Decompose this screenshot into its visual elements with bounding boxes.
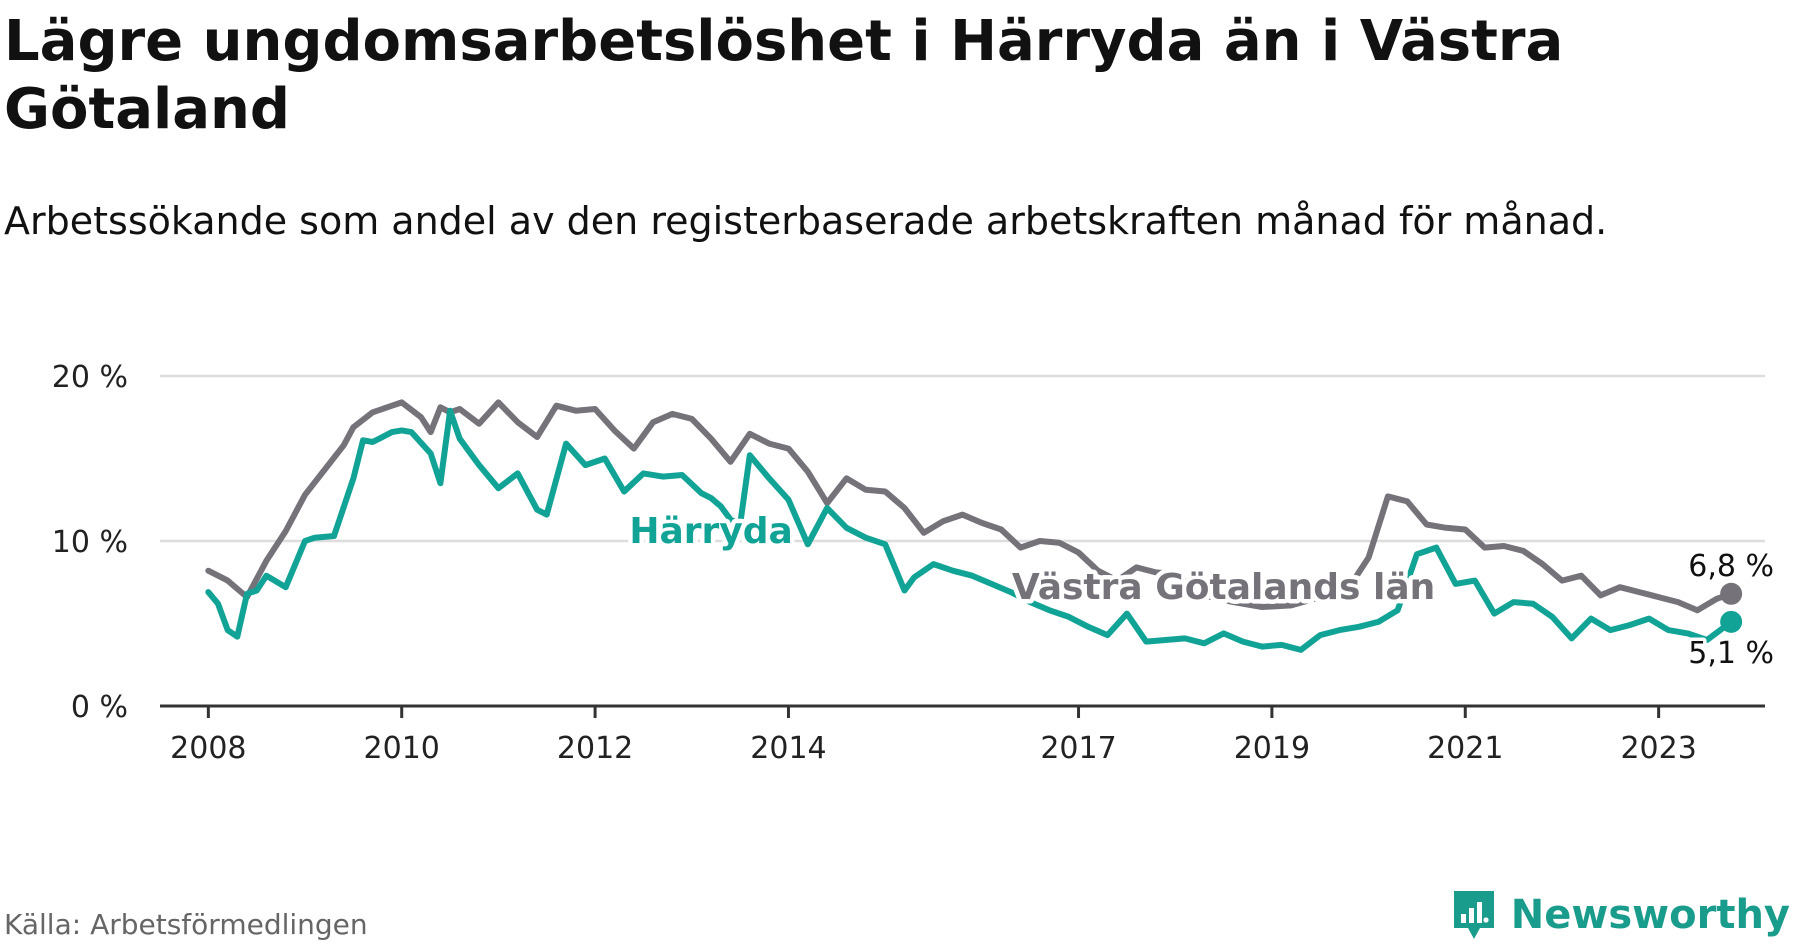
grid-lines bbox=[160, 374, 1765, 708]
y-tick-label: 0 % bbox=[71, 690, 128, 725]
series-label-v-stra-g-talands-l-n: Västra Götalands län bbox=[1012, 567, 1435, 608]
series-line-v-stra-g-talands-l-n bbox=[205, 399, 1735, 614]
end-value-label-v-stra-g-talands-l-n: 6,8 % bbox=[1688, 549, 1774, 584]
x-tick-label: 2017 bbox=[1040, 731, 1116, 766]
series-line-h-rryda bbox=[205, 407, 1735, 653]
x-tick-label: 2019 bbox=[1234, 731, 1310, 766]
x-axis-ticks: 2008 2010 2012 2014 2017 2019 2021 2023 bbox=[170, 706, 1697, 766]
chart-title: Lägre ungdomsarbetslöshet i Härryda än i… bbox=[4, 9, 1564, 142]
x-tick-label: 2014 bbox=[750, 731, 826, 766]
series-labels: Härryda Västra Götalands län 6,8 % 5,1 % bbox=[625, 507, 1778, 675]
x-tick-label: 2021 bbox=[1427, 731, 1503, 766]
end-marker-h-rryda bbox=[1720, 610, 1743, 633]
brand-name: Newsworthy bbox=[1510, 892, 1790, 938]
x-tick-label: 2008 bbox=[170, 731, 246, 766]
x-tick-label: 2012 bbox=[557, 731, 633, 766]
end-marker-v-stra-g-talands-l-n bbox=[1720, 582, 1743, 605]
series-label-h-rryda: Härryda bbox=[629, 511, 792, 552]
x-tick-label: 2010 bbox=[364, 731, 440, 766]
y-axis-ticks: 0 % 10 % 20 % bbox=[52, 360, 128, 725]
x-tick-label: 2023 bbox=[1620, 731, 1696, 766]
line-chart: 0 % 10 % 20 % 2008 2010 2012 2014 2017 2019 2021… bbox=[52, 360, 1778, 766]
end-value-label-h-rryda: 5,1 % bbox=[1688, 636, 1774, 671]
source-note: Källa: Arbetsförmedlingen bbox=[4, 908, 368, 941]
series-lines bbox=[205, 399, 1735, 653]
y-tick-label: 20 % bbox=[52, 360, 128, 395]
chart-subtitle: Arbetssökande som andel av den registerb… bbox=[4, 199, 1608, 243]
newsworthy-logo-icon bbox=[1453, 891, 1494, 939]
brand-logo: Newsworthy bbox=[1451, 888, 1790, 942]
y-tick-label: 10 % bbox=[52, 525, 128, 560]
